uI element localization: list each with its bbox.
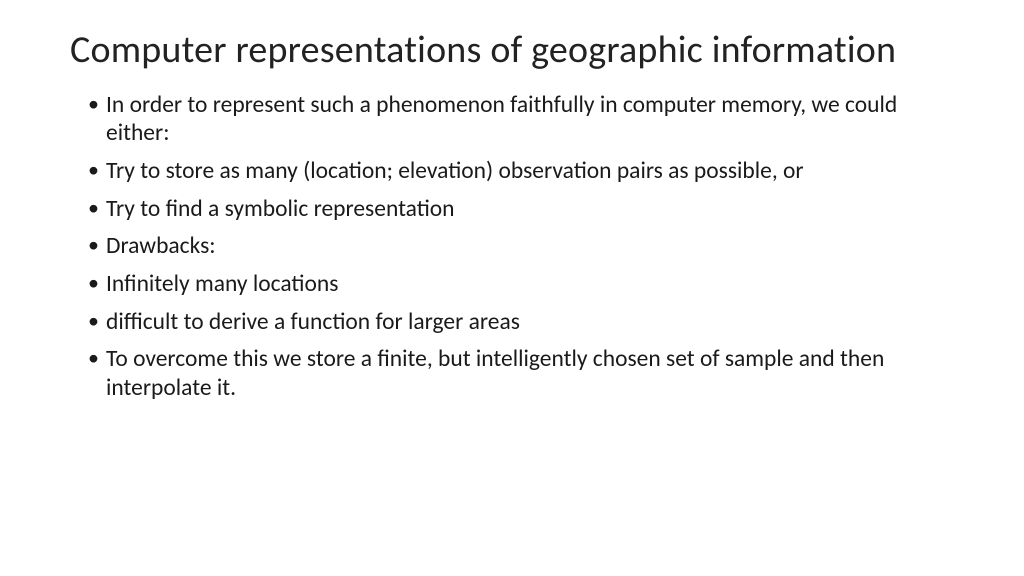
list-item: difficult to derive a function for large… — [88, 308, 954, 337]
list-item: Infinitely many locations — [88, 270, 954, 299]
list-item: Try to store as many (location; elevatio… — [88, 157, 954, 186]
list-item: Try to find a symbolic representation — [88, 195, 954, 224]
list-item: Drawbacks: — [88, 232, 954, 261]
list-item: In order to represent such a phenomenon … — [88, 91, 954, 148]
list-item: To overcome this we store a finite, but … — [88, 345, 954, 402]
slide-title: Computer representations of geographic i… — [70, 28, 954, 73]
bullet-list: In order to represent such a phenomenon … — [70, 91, 954, 403]
